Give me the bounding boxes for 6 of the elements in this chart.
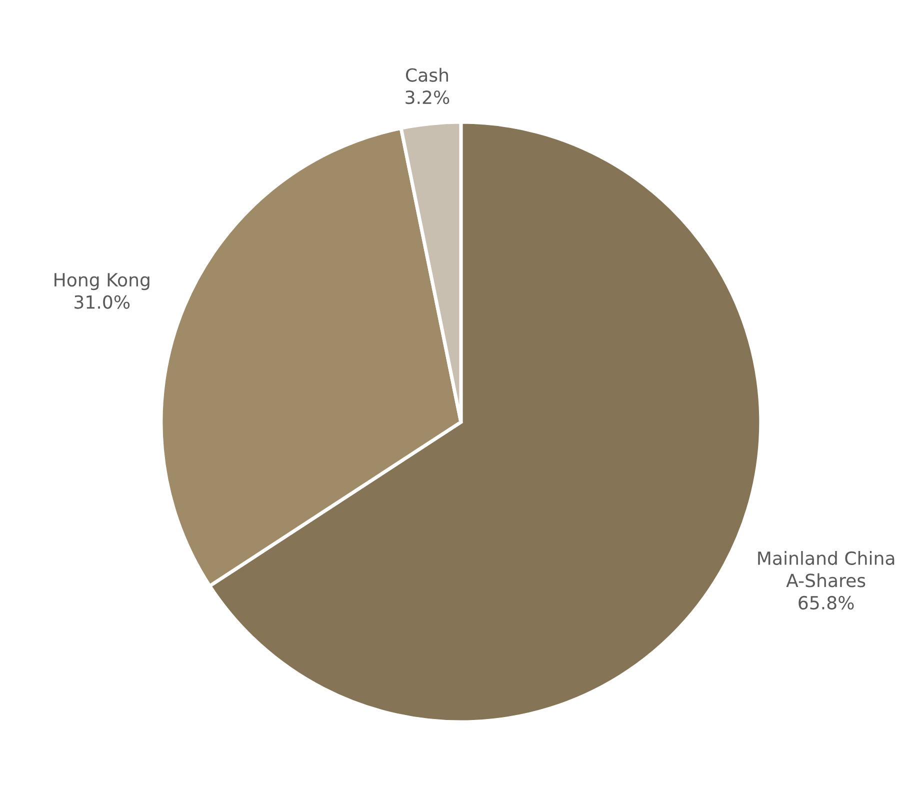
data-label: 31.0% <box>74 295 130 309</box>
data-label: 65.8% <box>798 596 854 610</box>
slice-label: Cash <box>406 68 448 82</box>
slice-label: Mainland China A-Shares <box>758 551 894 588</box>
slice-label: Hong Kong <box>54 273 150 290</box>
data-label: 3.2% <box>406 90 450 104</box>
